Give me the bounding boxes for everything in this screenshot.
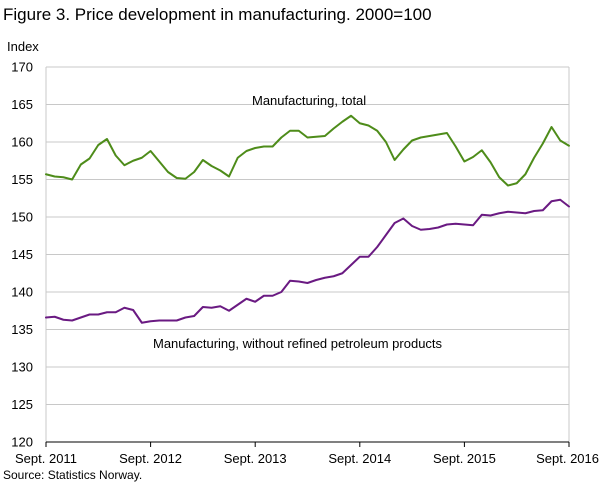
series-line-total: [44, 114, 570, 187]
x-tick-label: Sept. 2015: [433, 451, 496, 466]
y-tick-label: 165: [11, 97, 33, 112]
plot-area: [44, 114, 570, 324]
y-axis: 120 125 130 135 140 145 150 155 160 165 170: [11, 60, 33, 450]
y-tick-label: 130: [11, 360, 33, 375]
y-tick-label: 170: [11, 60, 33, 75]
y-tick-label: 150: [11, 210, 33, 225]
series-label-without-petroleum: Manufacturing, without refined petroleum…: [153, 336, 443, 351]
x-tick-label: Sept. 2012: [119, 451, 182, 466]
y-tick-label: 125: [11, 397, 33, 412]
y-tick-label: 155: [11, 172, 33, 187]
y-tick-label: 140: [11, 285, 33, 300]
y-tick-label: 120: [11, 435, 33, 450]
y-tick-label: 135: [11, 322, 33, 337]
source-note: Source: Statistics Norway.: [3, 468, 143, 482]
series-line-without-petroleum: [44, 198, 570, 324]
y-tick-label: 145: [11, 247, 33, 262]
x-tick-label: Sept. 2011: [15, 451, 77, 466]
y-tick-label: 160: [11, 135, 33, 150]
y-axis-label: Index: [7, 39, 39, 54]
x-axis: Sept. 2011 Sept. 2012 Sept. 2013 Sept. 2014…: [15, 441, 599, 466]
x-tick-label: Sept. 2016: [536, 451, 599, 466]
series-label-total: Manufacturing, total: [252, 93, 366, 108]
x-tick-label: Sept. 2013: [224, 451, 287, 466]
chart-title: Figure 3. Price development in manufactu…: [3, 5, 432, 24]
x-tick-label: Sept. 2014: [328, 451, 391, 466]
gridlines: [45, 66, 570, 443]
